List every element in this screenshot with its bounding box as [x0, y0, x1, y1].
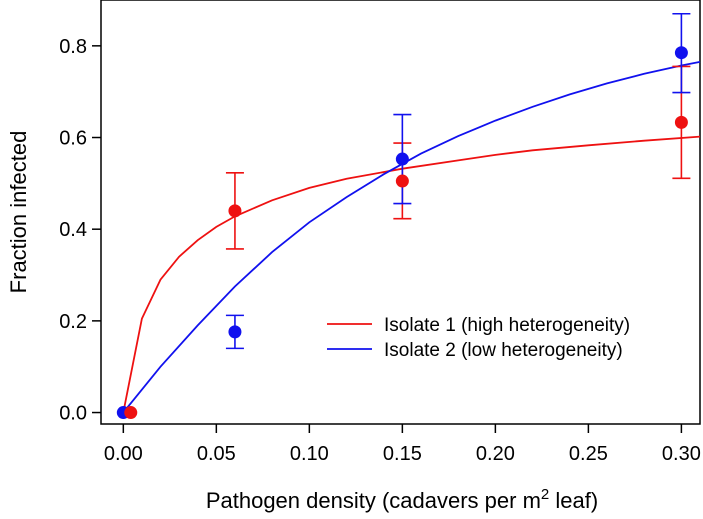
series-1-point	[395, 174, 409, 188]
y-tick-label: 0.8	[59, 36, 87, 58]
series-1-point	[674, 115, 688, 129]
series-1-fit-line	[122, 135, 701, 413]
y-tick-label: 0.6	[59, 128, 87, 150]
data-points	[116, 46, 688, 420]
x-tick-label: 0.05	[197, 443, 236, 465]
series-1-point	[228, 204, 242, 218]
series-2-fit-line	[122, 61, 701, 414]
x-axis: 0.00 0.05 0.10 0.15 0.20 0.25 0.30	[104, 424, 701, 465]
y-axis-title: Fraction infected	[6, 131, 31, 294]
x-axis-title: Pathogen density (cadavers per m2 leaf)	[206, 486, 598, 513]
x-tick-label: 0.15	[383, 443, 422, 465]
legend-label-2: Isolate 2 (low heterogeneity)	[384, 340, 623, 361]
error-bars	[225, 12, 691, 350]
plot-frame	[100, 0, 701, 425]
legend: Isolate 1 (high heterogeneity) Isolate 2 …	[327, 315, 630, 361]
x-tick-label: 0.10	[290, 443, 329, 465]
y-tick-label: 0.0	[59, 403, 87, 425]
y-tick-label: 0.4	[59, 219, 87, 241]
series-2-point	[395, 152, 409, 166]
y-axis: 0.0 0.2 0.4 0.6 0.8	[59, 36, 101, 425]
series-2-point	[228, 325, 242, 339]
x-tick-label: 0.30	[662, 443, 701, 465]
legend-label-1: Isolate 1 (high heterogeneity)	[384, 315, 630, 336]
series-2-point	[674, 46, 688, 60]
y-tick-label: 0.2	[59, 311, 87, 333]
x-tick-label: 0.20	[476, 443, 515, 465]
x-tick-label: 0.00	[104, 443, 143, 465]
fitted-curves	[122, 61, 701, 414]
series-1-point	[124, 406, 138, 420]
x-tick-label: 0.25	[569, 443, 608, 465]
